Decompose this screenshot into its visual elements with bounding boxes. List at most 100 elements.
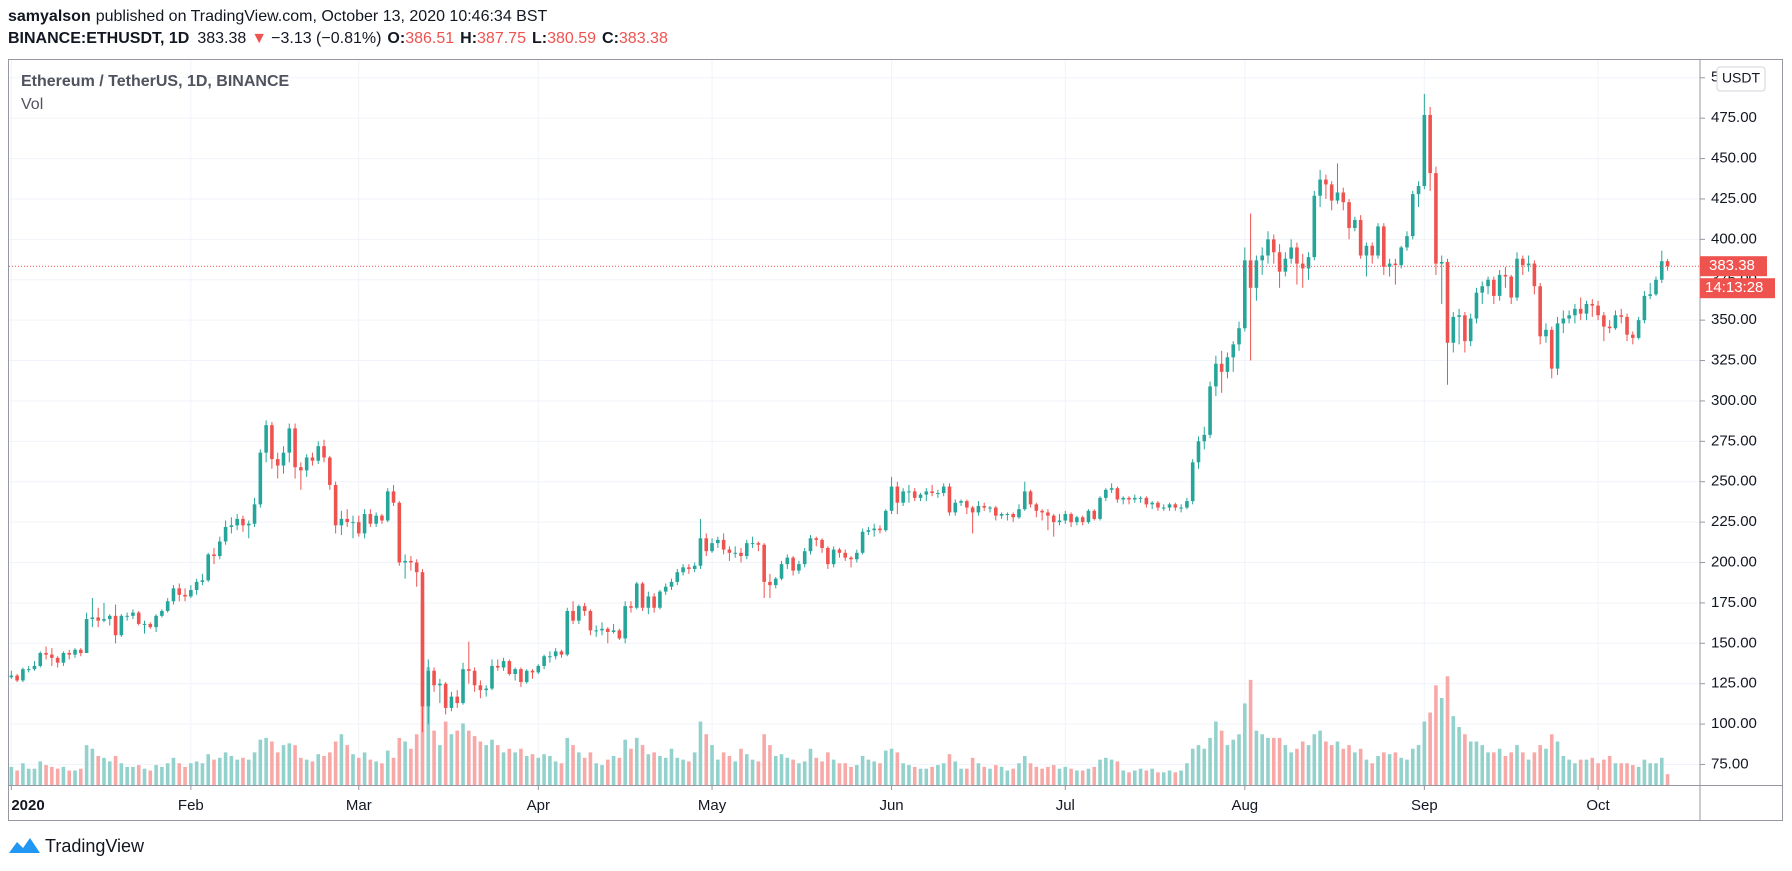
- volume-bar: [1445, 676, 1450, 785]
- candle-body: [351, 522, 355, 524]
- candle-body: [1428, 114, 1432, 174]
- volume-bar: [883, 750, 888, 785]
- candle-body: [1127, 497, 1131, 500]
- candle-body: [687, 567, 691, 569]
- volume-bar: [808, 748, 813, 785]
- volume-bar: [965, 768, 969, 785]
- candle-body: [1046, 512, 1050, 516]
- volume-bar: [1631, 765, 1635, 785]
- candle-body: [1161, 507, 1166, 509]
- candle-body: [61, 652, 66, 663]
- x-tick-label: Jun: [879, 797, 903, 814]
- y-tick-label: 450.00: [1711, 150, 1757, 167]
- volume-bar: [1509, 752, 1514, 785]
- volume-bar: [1468, 741, 1473, 785]
- volume-bar: [403, 741, 407, 785]
- field-value: 383.38: [619, 30, 668, 47]
- volume-bar: [1364, 759, 1369, 785]
- volume-bar: [374, 761, 378, 785]
- candle-body: [1573, 308, 1577, 316]
- candle-body: [96, 617, 100, 621]
- volume-bar: [1532, 752, 1537, 785]
- volume-bar: [356, 757, 361, 785]
- candle-body: [872, 528, 876, 531]
- candle-body: [652, 596, 656, 608]
- volume-bar: [681, 759, 685, 785]
- candle-body: [1561, 318, 1566, 324]
- brand: TradingView: [9, 836, 145, 856]
- volume-bar: [287, 743, 292, 785]
- candle-body: [744, 543, 749, 557]
- volume-bar: [1382, 752, 1386, 785]
- candle-body: [1266, 239, 1270, 256]
- volume-bar: [600, 765, 604, 785]
- volume-bar: [131, 766, 135, 785]
- volume-bar: [1584, 759, 1589, 785]
- candle-body: [1376, 226, 1380, 256]
- candle-body: [449, 696, 454, 708]
- candle-body: [1104, 489, 1108, 498]
- candle-body: [293, 428, 297, 468]
- candle-body: [1341, 192, 1346, 203]
- volume-bar: [536, 757, 541, 785]
- candle-body: [1509, 276, 1514, 298]
- candle-body: [183, 594, 187, 597]
- candle-body: [15, 675, 19, 681]
- candle-body: [1370, 245, 1375, 256]
- volume-bar: [50, 766, 54, 785]
- y-tick-label: 200.00: [1711, 553, 1757, 570]
- y-tick-label: 225.00: [1711, 513, 1757, 530]
- candle-body: [1457, 315, 1461, 317]
- volume-bar: [1578, 759, 1583, 785]
- candle-body: [1503, 274, 1508, 277]
- volume-bar: [953, 761, 958, 785]
- volume-bar: [258, 739, 263, 785]
- candle-body: [356, 522, 361, 534]
- volume-bar: [142, 768, 147, 785]
- volume-bar: [194, 761, 199, 785]
- candle-body: [1439, 261, 1444, 264]
- volume-bar: [107, 761, 112, 785]
- y-tick-label: 75.00: [1711, 755, 1749, 772]
- volume-bar: [136, 765, 141, 785]
- candle-body: [1243, 260, 1247, 329]
- volume-bar: [119, 763, 124, 785]
- volume-bar: [32, 768, 37, 785]
- candle-body: [1648, 294, 1652, 296]
- publish-line: samyalson published on TradingView.com, O…: [8, 8, 548, 25]
- candle-body: [866, 530, 871, 532]
- volume-bar: [1104, 757, 1108, 785]
- volume-bar: [669, 748, 674, 785]
- candle-body: [1358, 219, 1363, 256]
- volume-bar: [1115, 761, 1120, 785]
- volume-bar: [368, 759, 373, 785]
- candle-body: [507, 661, 512, 674]
- candle-body: [55, 657, 60, 663]
- candle-body: [1144, 497, 1149, 505]
- volume-bar: [391, 757, 396, 785]
- last-price-badge: [1700, 256, 1767, 277]
- volume-bar: [1248, 679, 1253, 785]
- candle-body: [397, 502, 402, 563]
- candle-body: [171, 588, 176, 602]
- y-tick-label: 425.00: [1711, 190, 1757, 207]
- candle-body: [113, 615, 118, 636]
- volume-bar: [716, 759, 720, 785]
- candle-body: [999, 514, 1004, 516]
- volume-bar: [1017, 763, 1021, 785]
- volume-bar: [1602, 759, 1606, 785]
- volume-bar: [1040, 768, 1044, 785]
- volume-bar: [1567, 759, 1571, 785]
- field-label: L:: [532, 30, 547, 47]
- arrow: ▼: [251, 30, 267, 47]
- currency-label: USDT: [1722, 70, 1761, 86]
- volume-bar: [426, 667, 431, 785]
- candle-body: [107, 615, 112, 620]
- volume-bar: [652, 752, 656, 785]
- candle-body: [119, 615, 124, 636]
- candle-body: [1260, 255, 1264, 261]
- candle-body: [258, 452, 263, 505]
- volume-bar: [1358, 748, 1363, 785]
- candle-body: [953, 502, 958, 513]
- candle-body: [542, 656, 546, 666]
